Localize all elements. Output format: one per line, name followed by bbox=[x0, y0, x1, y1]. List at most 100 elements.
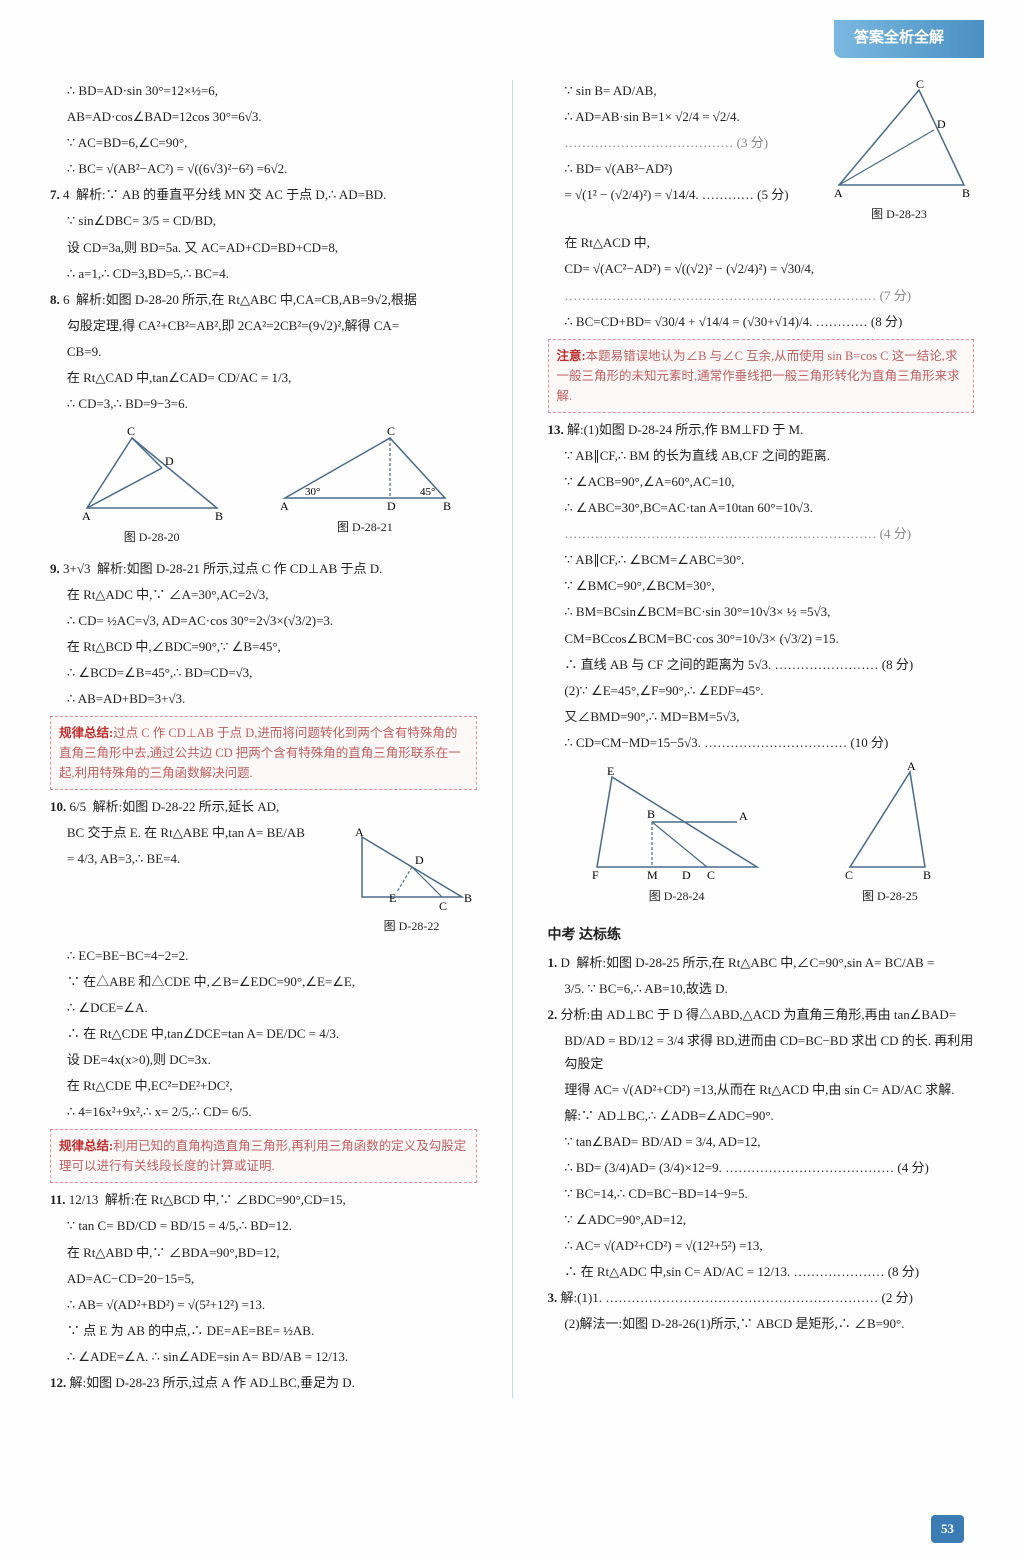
svg-text:B: B bbox=[647, 807, 655, 821]
q-ans: 6/5 bbox=[70, 799, 87, 814]
pre-line: ∴ BC= √(AB²−AC²) = √((6√3)²−6²) =6√2. bbox=[50, 158, 477, 180]
q-line: ∵ 在△ABE 和△CDE 中,∠B=∠EDC=90°,∠E=∠E, bbox=[50, 971, 477, 993]
zk-q1: 1. D 解析:如图 D-28-25 所示,在 Rt△ABC 中,∠C=90°,… bbox=[548, 952, 975, 974]
q-line: ∵ AB∥CF,∴ ∠BCM=∠ABC=30°. bbox=[548, 549, 975, 571]
q-line: ∴ BC=CD+BD= √30/4 + √14/4 = (√30+√14)/4.… bbox=[548, 311, 975, 333]
q-line: 解:(1)1. ……………………………………………………… (2 分) bbox=[561, 1290, 913, 1305]
svg-text:C: C bbox=[916, 80, 924, 91]
rule-box: 规律总结:过点 C 作 CD⊥AB 于点 D,进而将问题转化到两个含有特殊角的直… bbox=[50, 716, 477, 790]
svg-text:F: F bbox=[592, 868, 599, 882]
fig-label: 图 D-28-22 bbox=[347, 916, 477, 936]
q-line: ∵ tan∠BAD= BD/AD = 3/4, AD=12, bbox=[548, 1131, 975, 1153]
triangle-icon: C B A bbox=[835, 762, 945, 882]
figure-row: F E A B M D C 图 D-28-24 C B A bbox=[548, 762, 975, 914]
note-body: 本题易错误地认为∠B 与∠C 互余,从而使用 sin B=cos C 这一结论,… bbox=[557, 349, 960, 403]
svg-text:A: A bbox=[280, 499, 289, 513]
q-line: ∵ ∠ACB=90°,∠A=60°,AC=10, bbox=[548, 471, 975, 493]
svg-text:D: D bbox=[415, 853, 424, 867]
q-line: 理得 AC= √(AD²+CD²) =13,从而在 Rt△ACD 中,由 sin… bbox=[548, 1079, 975, 1101]
figure-d-28-24: F E A B M D C 图 D-28-24 bbox=[577, 762, 777, 914]
q-line: 设 DE=4x(x>0),则 DC=3x. bbox=[50, 1049, 477, 1071]
q-line: 在 Rt△ABD 中,∵ ∠BDA=90°,BD=12, bbox=[50, 1242, 477, 1264]
q-line: ∴ 在 Rt△CDE 中,tan∠DCE=tan A= DE/DC = 4/3. bbox=[50, 1023, 477, 1045]
q-line: ∴ BD= (3/4)AD= (3/4)×12=9. …………………………………… bbox=[548, 1157, 975, 1179]
q12-cont-with-fig: ∵ sin B= AD/AB, ∴ AD=AB·sin B=1× √2/4 = … bbox=[548, 80, 975, 232]
q-line: ∵ 点 E 为 AB 的中点,∴ DE=AE=BE= ½AB. bbox=[50, 1320, 477, 1342]
zk-q2: 2. 分析:由 AD⊥BC 于 D 得△ABD,△ACD 为直角三角形,再由 t… bbox=[548, 1004, 975, 1026]
figure-d-28-23: A B C D 图 D-28-23 bbox=[824, 80, 974, 232]
svg-text:C: C bbox=[707, 868, 715, 882]
q-line: 解析:如图 D-28-22 所示,延长 AD, bbox=[93, 799, 280, 814]
q-line: ∴ CD=CM−MD=15−5√3. …………………………… (10 分) bbox=[548, 732, 975, 754]
q-num: 3. bbox=[548, 1290, 558, 1305]
q-line: 分析:由 AD⊥BC 于 D 得△ABD,△ACD 为直角三角形,再由 tan∠… bbox=[561, 1007, 957, 1022]
svg-text:A: A bbox=[834, 186, 843, 200]
q-line: ∴ BD= √(AB²−AD²) bbox=[548, 158, 825, 180]
figure-d-28-21: A B C D 30° 45° 图 D-28-21 bbox=[270, 423, 460, 555]
q13: 13. 解:(1)如图 D-28-24 所示,作 BM⊥FD 于 M. bbox=[548, 419, 975, 441]
q-line: ∴ BM=BCsin∠BCM=BC·sin 30°=10√3× ½ =5√3, bbox=[548, 601, 975, 623]
q-line: 解:(1)如图 D-28-24 所示,作 BM⊥FD 于 M. bbox=[567, 422, 803, 437]
svg-text:B: B bbox=[962, 186, 970, 200]
pre-line: ∴ BD=AD·sin 30°=12×½=6, bbox=[50, 80, 477, 102]
q-num: 11. bbox=[50, 1192, 66, 1207]
svg-text:M: M bbox=[647, 868, 658, 882]
q9: 9. 3+√3 解析:如图 D-28-21 所示,过点 C 作 CD⊥AB 于点… bbox=[50, 558, 477, 580]
q-line: 又∠BMD=90°,∴ MD=BM=5√3, bbox=[548, 706, 975, 728]
triangle-icon: A B C D E bbox=[347, 822, 477, 912]
q-line: BD/AD = BD/12 = 3/4 求得 BD,进而由 CD=BC−BD 求… bbox=[548, 1030, 975, 1074]
note-box: 注意:本题易错误地认为∠B 与∠C 互余,从而使用 sin B=cos C 这一… bbox=[548, 339, 975, 413]
q-line: ∵ tan C= BD/CD = BD/15 = 4/5,∴ BD=12. bbox=[50, 1215, 477, 1237]
q-line: ∴ 4=16x²+9x²,∴ x= 2/5,∴ CD= 6/5. bbox=[50, 1101, 477, 1123]
q-ans: 6 bbox=[63, 292, 70, 307]
q-num: 13. bbox=[548, 422, 564, 437]
q8: 8. 6 解析:如图 D-28-20 所示,在 Rt△ABC 中,CA=CB,A… bbox=[50, 289, 477, 311]
q-line: CD= √(AC²−AD²) = √((√2)² − (√2/4)²) = √3… bbox=[548, 258, 975, 280]
fig-label: 图 D-28-20 bbox=[67, 527, 237, 547]
q-line: 解析:∵ AB 的垂直平分线 MN 交 AC 于点 D,∴ AD=BD. bbox=[76, 187, 386, 202]
fig-label: 图 D-28-25 bbox=[835, 886, 945, 906]
q-line: 勾股定理,得 CA²+CB²=AB²,即 2CA²=2CB²=(9√2)²,解得… bbox=[50, 315, 477, 337]
svg-text:B: B bbox=[443, 499, 451, 513]
svg-text:E: E bbox=[389, 891, 396, 905]
q-line: 3/5. ∵ BC=6,∴ AB=10,故选 D. bbox=[548, 978, 975, 1000]
header-banner: 答案全析全解 bbox=[834, 20, 984, 58]
q-num: 12. bbox=[50, 1375, 66, 1390]
q-line: ∵ ∠ADC=90°,AD=12, bbox=[548, 1209, 975, 1231]
q11: 11. 12/13 解析:在 Rt△BCD 中,∵ ∠BDC=90°,CD=15… bbox=[50, 1189, 477, 1211]
q-line: 解:∵ AD⊥BC,∴ ∠ADB=∠ADC=90°. bbox=[548, 1105, 975, 1127]
q10-with-fig: BC 交于点 E. 在 Rt△ABE 中,tan A= BE/AB = 4/3,… bbox=[50, 822, 477, 944]
q-line: (2)解法一:如图 D-28-26(1)所示,∵ ABCD 是矩形,∴ ∠B=9… bbox=[548, 1313, 975, 1335]
svg-text:C: C bbox=[845, 868, 853, 882]
section-head: 中考 达标练 bbox=[548, 924, 975, 948]
q10: 10. 6/5 解析:如图 D-28-22 所示,延长 AD, bbox=[50, 796, 477, 818]
triangle-icon: A B C D bbox=[67, 423, 237, 523]
q-line: ∴ 直线 AB 与 CF 之间的距离为 5√3. …………………… (8 分) bbox=[548, 654, 975, 676]
q12: 12. 解:如图 D-28-23 所示,过点 A 作 AD⊥BC,垂足为 D. bbox=[50, 1372, 477, 1394]
q-line: BC 交于点 E. 在 Rt△ABE 中,tan A= BE/AB bbox=[50, 822, 347, 844]
q-num: 8. bbox=[50, 292, 60, 307]
q-line: ∵ sin B= AD/AB, bbox=[548, 80, 825, 102]
q-line: ……………………………………………………………… (4 分) bbox=[548, 523, 975, 545]
page: 答案全析全解 ∴ BD=AD·sin 30°=12×½=6, AB=AD·cos… bbox=[0, 0, 1024, 1557]
rule-body: 过点 C 作 CD⊥AB 于点 D,进而将问题转化到两个含有特殊角的直角三角形中… bbox=[59, 726, 461, 780]
column-divider bbox=[512, 80, 513, 1398]
svg-text:D: D bbox=[165, 454, 174, 468]
q-line: 解析:在 Rt△BCD 中,∵ ∠BDC=90°,CD=15, bbox=[105, 1192, 346, 1207]
triangle-icon: A B C D bbox=[824, 80, 974, 200]
q-line: 在 Rt△CDE 中,EC²=DE²+DC², bbox=[50, 1075, 477, 1097]
figure-d-28-25: C B A 图 D-28-25 bbox=[835, 762, 945, 914]
svg-text:E: E bbox=[607, 764, 614, 778]
fig-label: 图 D-28-21 bbox=[270, 517, 460, 537]
svg-text:C: C bbox=[439, 899, 447, 912]
diagram-icon: F E A B M D C bbox=[577, 762, 777, 882]
pre-line: ∵ AC=BD=6,∠C=90°, bbox=[50, 132, 477, 154]
q-line: ∴ CD= ½AC=√3, AD=AC·cos 30°=2√3×(√3/2)=3… bbox=[50, 610, 477, 632]
q-line: ∴ EC=BE−BC=4−2=2. bbox=[50, 945, 477, 967]
q-line: 解:如图 D-28-23 所示,过点 A 作 AD⊥BC,垂足为 D. bbox=[70, 1375, 355, 1390]
q-line: 在 Rt△CAD 中,tan∠CAD= CD/AC = 1/3, bbox=[50, 367, 477, 389]
q-line: ∵ sin∠DBC= 3/5 = CD/BD, bbox=[50, 210, 477, 232]
rule-body: 利用已知的直角构造直角三角形,再利用三角函数的定义及勾股定理可以进行有关线段长度… bbox=[59, 1139, 466, 1173]
q-line: AD=AC−CD=20−15=5, bbox=[50, 1268, 477, 1290]
q-line: ∴ a=1,∴ CD=3,BD=5,∴ BC=4. bbox=[50, 263, 477, 285]
